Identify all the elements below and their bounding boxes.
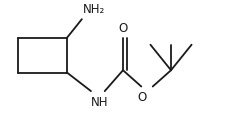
Text: O: O bbox=[137, 91, 146, 104]
Text: NH: NH bbox=[91, 96, 108, 109]
Text: O: O bbox=[118, 22, 127, 35]
Text: NH₂: NH₂ bbox=[83, 3, 105, 16]
